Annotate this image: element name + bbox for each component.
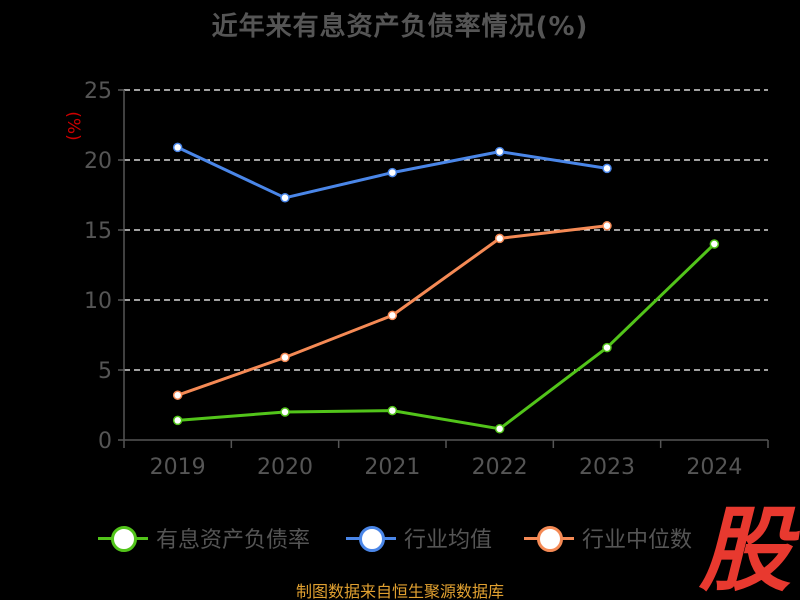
legend-circle [537,526,563,552]
y-tick-label: 25 [84,79,112,104]
x-tick-label: 2023 [579,455,635,480]
data-point [172,390,183,400]
data-point [387,167,398,178]
data-point [494,424,505,434]
data-point [172,415,183,426]
x-tick-label: 2019 [150,455,206,480]
data-point [280,352,290,363]
data-point [709,239,720,249]
data-point [602,342,612,353]
chart-title: 近年来有息资产负债率情况(%) [211,12,589,42]
watermark-logo: 股 [698,502,800,592]
legend-circle [359,526,385,552]
series-line [176,224,609,397]
data-point [494,146,505,157]
legend-item[interactable]: 行业中位数 [524,518,692,558]
legend-item[interactable]: 行业均值 [346,518,492,558]
legend-marker [346,518,396,558]
x-tick-label: 2024 [686,455,742,480]
y-tick-label: 10 [84,289,112,314]
data-point [280,407,290,417]
data-point [494,233,505,244]
svg-text:股: 股 [698,502,800,592]
legend-marker [98,518,148,558]
legend-item[interactable]: 有息资产负债率 [98,518,310,558]
legend-label: 有息资产负债率 [156,528,311,553]
data-point [602,221,612,231]
y-tick-label: 20 [84,149,112,174]
source-note: 制图数据来自恒生聚源数据库 [295,582,504,600]
data-point [602,163,612,174]
legend-label: 行业均值 [404,528,493,553]
x-tick-label: 2020 [257,455,313,480]
y-tick-label: 5 [98,359,112,384]
data-point [172,142,183,153]
series-line [176,242,716,431]
legend-marker [524,518,574,558]
y-axis-label: (%) [63,111,83,140]
y-tick-label: 15 [84,219,112,244]
chart-legend: 有息资产负债率 行业均值 行业中位数 [0,518,800,558]
y-tick-label: 0 [98,429,112,454]
data-point [387,405,398,416]
data-point [387,310,398,321]
x-tick-label: 2021 [364,455,420,480]
legend-circle [111,526,137,552]
legend-label: 行业中位数 [582,528,693,553]
x-tick-label: 2022 [472,455,528,480]
data-point [280,193,290,203]
